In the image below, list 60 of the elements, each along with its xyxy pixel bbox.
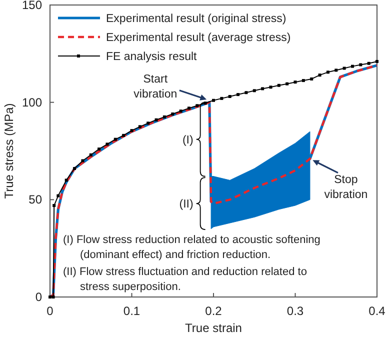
annotation: (I) Flow stress reduction related to acoustic softening (dominant effect) and friction reduction. [63,234,320,261]
y-tick-label: 150 [22,0,42,12]
point [220,96,224,100]
x-tick-label: 0.1 [123,304,140,318]
point [171,112,174,116]
point [64,178,68,182]
point [138,125,142,128]
point [162,115,166,118]
point [73,167,76,170]
annotation: (II) Flow stress fluctuation and reduction related to stress superposition. [63,266,307,293]
point [212,98,215,102]
point [334,68,338,72]
point [146,122,150,125]
point [98,148,101,151]
y-tick-label: 50 [28,192,42,207]
legend-label: Experimental result (average stress) [106,32,291,44]
point [252,89,256,92]
y-tick-label: 100 [22,95,42,110]
annotation: Stop vibration [324,174,368,201]
annotation: (II) [179,198,194,211]
point [244,91,248,94]
x-tick-label: 0.4 [368,304,386,318]
x-tick-label: 0.2 [205,304,222,318]
annotation: (I) [182,134,194,146]
x-tick-label: 0 [46,304,54,318]
annotation: Start vibration [134,73,178,100]
point [367,62,370,65]
point [196,104,199,108]
point [342,66,346,70]
point [310,77,314,80]
point [228,94,232,98]
point [318,74,322,77]
x-tick-label: 0.3 [286,304,304,318]
point [294,80,297,84]
point [187,106,190,110]
point [52,204,56,208]
point [179,110,182,113]
point [269,86,272,89]
point [286,82,289,86]
point [350,64,354,68]
point [376,60,378,63]
point [114,138,117,141]
point [89,153,92,156]
legend-label: Experimental result (original stress) [106,13,286,25]
point [359,63,362,66]
point [326,70,330,74]
point [106,142,109,146]
y-tick-label: 0 [35,290,42,304]
point [302,79,305,82]
point [261,87,264,90]
y-axis-title: True stress (MPa) [2,103,16,199]
point [154,118,158,122]
point [81,159,84,162]
x-axis-title: True strain [185,321,242,335]
point [277,84,280,87]
legend-label: FE analysis result [106,51,198,63]
point [130,129,134,132]
point [236,93,240,96]
point [56,194,60,198]
point [122,134,126,137]
